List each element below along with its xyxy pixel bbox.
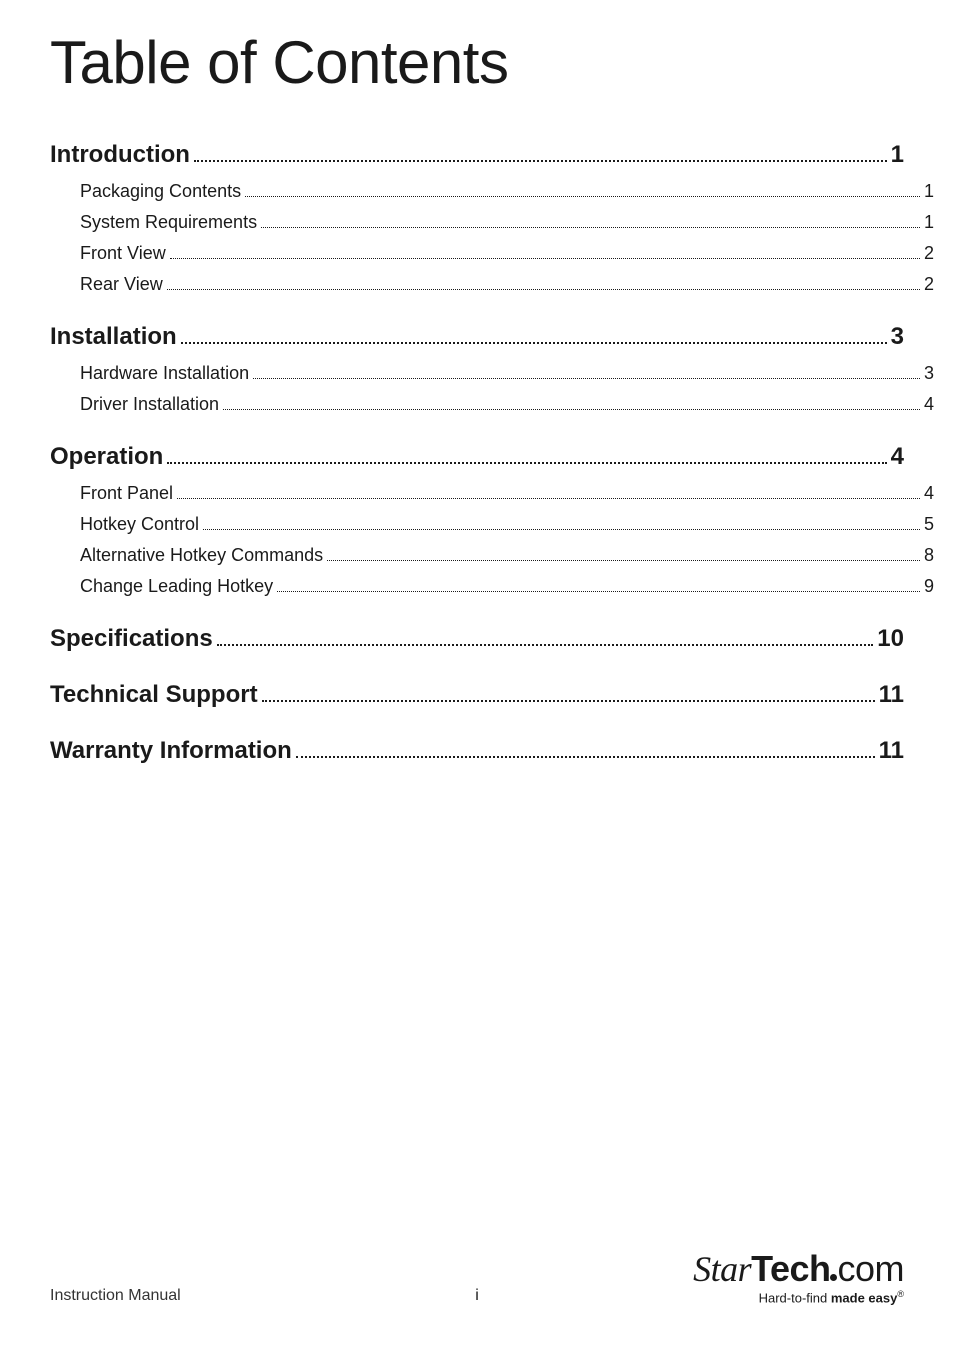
toc-section: Warranty Information 11 (50, 737, 904, 765)
toc-entry-level2[interactable]: Rear View 2 (80, 274, 934, 295)
registered-mark-icon: ® (897, 1289, 904, 1299)
dot-leader (327, 550, 920, 561)
toc-entry-label: Alternative Hotkey Commands (80, 545, 323, 566)
toc-entry-label: Front Panel (80, 483, 173, 504)
dot-leader (223, 399, 920, 410)
toc-entry-page: 2 (924, 274, 934, 295)
toc-entry-page: 1 (924, 181, 934, 202)
toc-entry-label: Hotkey Control (80, 514, 199, 535)
toc-entry-page: 4 (924, 394, 934, 415)
toc-section: Operation4Front Panel4Hotkey Control5Alt… (50, 443, 904, 597)
toc-entry-label: Technical Support (50, 681, 258, 709)
toc-entry-label: Front View (80, 243, 166, 264)
toc-entry-page: 1 (924, 212, 934, 233)
toc-entry-label: Driver Installation (80, 394, 219, 415)
dot-leader (262, 688, 875, 702)
dot-leader (296, 744, 875, 758)
toc-entry-page: 3 (924, 363, 934, 384)
toc-section: Installation 3 Hardware Installation 3 Drive… (50, 323, 904, 415)
toc-entry-level2[interactable]: Front Panel 4 (80, 483, 934, 504)
toc-entry-label: Specifications (50, 625, 213, 653)
dot-leader (253, 368, 920, 379)
dot-leader (277, 581, 920, 592)
toc-section: Specifications 10 (50, 625, 904, 653)
logo-wordmark: StarTechcom (693, 1251, 904, 1287)
dot-leader (217, 632, 874, 646)
dot-leader (261, 217, 920, 228)
toc-entry-label: Warranty Information (50, 737, 292, 765)
toc-entry-label: Hardware Installation (80, 363, 249, 384)
toc-entry-level1[interactable]: Technical Support 11 (50, 681, 904, 709)
toc-entry-page: 11 (879, 681, 904, 709)
dot-leader (245, 186, 920, 197)
toc-entry-page: 5 (924, 514, 934, 535)
toc-entry-level2[interactable]: Alternative Hotkey Commands 8 (80, 545, 934, 566)
toc-entry-page: 3 (891, 323, 904, 351)
toc-entry-page: 11 (879, 737, 904, 765)
toc-entry-page: 4 (924, 483, 934, 504)
logo-part-tech: Tech (751, 1251, 830, 1287)
toc-entry-level2[interactable]: Driver Installation 4 (80, 394, 934, 415)
toc-entry-level1[interactable]: Specifications 10 (50, 625, 904, 653)
logo-part-star: Star (693, 1251, 751, 1287)
tagline-prefix: Hard-to-find (759, 1290, 831, 1305)
toc-entry-level2[interactable]: Packaging Contents 1 (80, 181, 934, 202)
page: Table of Contents Introduction1Packaging… (0, 0, 954, 1345)
logo-tagline: Hard-to-find made easy® (759, 1289, 904, 1305)
dot-leader (177, 488, 920, 499)
toc-entry-label: Operation (50, 443, 163, 471)
tagline-bold: made easy (831, 1290, 898, 1305)
toc-entry-label: Installation (50, 323, 177, 351)
toc-entry-page: 1 (891, 141, 904, 169)
dot-leader (181, 330, 887, 344)
toc-section: Technical Support 11 (50, 681, 904, 709)
toc-entry-level1[interactable]: Introduction 1 (50, 141, 904, 169)
toc-entry-page: 10 (877, 625, 904, 653)
dot-leader (167, 279, 920, 290)
toc-entry-page: 2 (924, 243, 934, 264)
toc-entry-level1[interactable]: Installation 3 (50, 323, 904, 351)
toc-entry-level2[interactable]: Hotkey Control 5 (80, 514, 934, 535)
toc-entry-page: 4 (891, 443, 904, 471)
toc-entry-level1[interactable]: Operation 4 (50, 443, 904, 471)
toc-entry-page: 8 (924, 545, 934, 566)
dot-leader (167, 450, 886, 464)
table-of-contents: Introduction 1 Packaging Contents 1 System R… (50, 141, 904, 765)
toc-section: Introduction 1 Packaging Contents 1 System R… (50, 141, 904, 295)
logo-dot-icon (830, 1274, 837, 1281)
brand-logo: StarTechcom Hard-to-find made easy® (693, 1251, 904, 1305)
toc-entry-level2[interactable]: Change Leading Hotkey 9 (80, 576, 934, 597)
toc-entry-label: Packaging Contents (80, 181, 241, 202)
page-title: Table of Contents (50, 28, 904, 97)
footer-page-number: i (475, 1287, 479, 1305)
logo-part-com: com (837, 1251, 904, 1287)
toc-entry-level2[interactable]: System Requirements 1 (80, 212, 934, 233)
toc-entry-label: System Requirements (80, 212, 257, 233)
toc-entry-label: Change Leading Hotkey (80, 576, 273, 597)
toc-entry-level2[interactable]: Front View 2 (80, 243, 934, 264)
page-footer: Instruction Manual i StarTechcom Hard-to… (50, 1251, 904, 1305)
toc-entry-level2[interactable]: Hardware Installation 3 (80, 363, 934, 384)
footer-left-text: Instruction Manual (50, 1287, 181, 1305)
dot-leader (203, 519, 920, 530)
toc-entry-level1[interactable]: Warranty Information 11 (50, 737, 904, 765)
dot-leader (194, 148, 887, 162)
toc-entry-page: 9 (924, 576, 934, 597)
toc-entry-label: Introduction (50, 141, 190, 169)
dot-leader (170, 248, 920, 259)
toc-entry-label: Rear View (80, 274, 163, 295)
